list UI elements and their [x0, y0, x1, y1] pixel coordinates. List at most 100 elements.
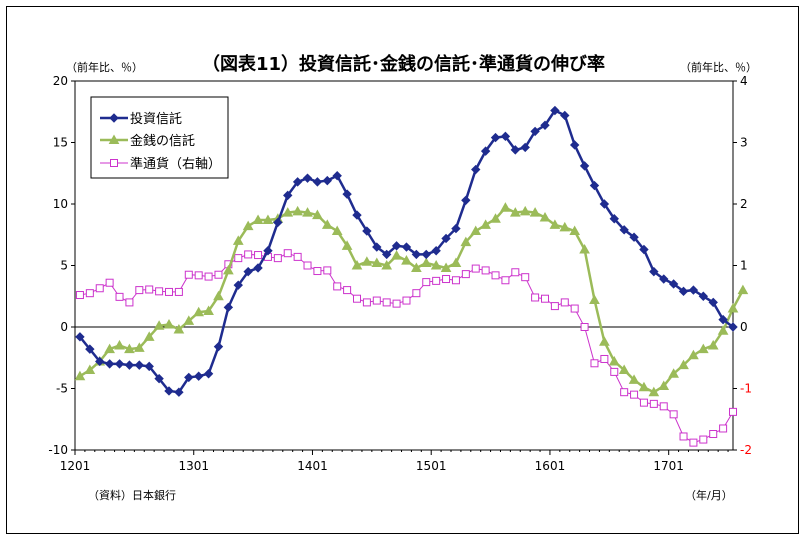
quasi-money-point: [630, 390, 639, 399]
investment-trust-point: [589, 180, 600, 191]
investment-trust-point: [164, 386, 174, 396]
investment-trust-point: [609, 214, 619, 224]
money-trust-point: [312, 209, 323, 220]
chart-title: （図表11）投資信託･金銭の信託･準通貨の伸び率: [201, 54, 606, 75]
money-trust-point: [430, 259, 442, 270]
money-trust-point: [371, 257, 383, 268]
investment-trust-point: [401, 242, 412, 252]
quasi-money-point: [461, 270, 470, 279]
money-trust-point: [104, 343, 115, 354]
left-axis-tick-label: 0: [60, 320, 68, 334]
quasi-money-point: [709, 430, 718, 439]
investment-trust-point: [678, 286, 689, 297]
quasi-money-point: [165, 287, 173, 296]
money-trust-point: [589, 294, 600, 304]
right-axis-tick-label: 1: [740, 259, 748, 273]
quasi-money-point: [491, 271, 500, 280]
quasi-money-point: [105, 278, 114, 287]
money-trust-point: [193, 306, 205, 317]
investment-trust-point: [372, 242, 382, 252]
investment-trust-point: [639, 244, 649, 255]
money-trust-point: [490, 213, 501, 223]
money-trust-point: [292, 205, 303, 216]
money-trust-point: [618, 364, 630, 375]
quasi-money-point: [550, 302, 559, 311]
quasi-money-point: [333, 282, 342, 291]
quasi-money-point: [382, 298, 391, 307]
money-trust-point: [242, 220, 254, 231]
money-trust-point: [500, 202, 511, 212]
right-axis-tick-label: 2: [740, 197, 748, 211]
money-trust-point: [737, 284, 749, 295]
quasi-money-point: [580, 323, 589, 331]
money-trust-point: [460, 236, 472, 247]
investment-trust-point: [381, 249, 392, 260]
money-trust-point: [223, 264, 234, 275]
quasi-money-point: [392, 299, 401, 308]
right-axis-tick-label: 4: [740, 74, 748, 88]
quasi-money-point: [699, 435, 708, 444]
investment-trust-point: [520, 142, 530, 153]
series-investment-trust: [75, 105, 738, 397]
legend-label-quasi-money: 準通貨（右軸）: [130, 156, 221, 172]
money-trust-point: [232, 235, 244, 245]
quasi-money-point: [254, 251, 263, 260]
money-trust-point: [638, 381, 650, 392]
investment-trust-point: [540, 120, 550, 130]
quasi-money-point: [343, 286, 352, 295]
investment-trust-point: [144, 361, 154, 372]
series-quasi-money: [75, 249, 737, 447]
investment-trust-point: [184, 372, 194, 383]
investment-trust-point: [569, 140, 580, 150]
x-axis-tick-label: 1301: [178, 459, 209, 473]
investment-trust-point: [500, 131, 511, 142]
quasi-money-point: [600, 354, 609, 363]
quasi-money-point: [174, 287, 183, 296]
investment-trust-point: [263, 246, 273, 256]
x-axis-tick-label: 1401: [297, 459, 328, 473]
quasi-money-point: [560, 298, 569, 307]
quasi-money-point: [639, 398, 648, 407]
quasi-money-point: [729, 407, 737, 416]
money-trust-point: [658, 380, 670, 391]
investment-trust-point: [659, 274, 669, 284]
quasi-money-point: [184, 270, 193, 279]
money-trust-point: [549, 219, 561, 229]
investment-trust-point: [441, 233, 451, 244]
series-group: [74, 105, 749, 447]
investment-trust-point: [154, 373, 164, 384]
quasi-money-point: [85, 289, 94, 298]
money-trust-point: [707, 339, 719, 350]
money-trust-point: [351, 259, 363, 270]
investment-trust-point: [233, 280, 243, 290]
money-trust-point: [302, 207, 313, 217]
investment-trust-point: [223, 302, 234, 313]
left-axis-tick-label: 10: [53, 197, 68, 211]
money-trust-point: [559, 221, 571, 232]
quasi-money-point: [75, 291, 84, 300]
quasi-money-point: [511, 268, 520, 277]
quasi-money-point: [293, 252, 302, 261]
chart-frame: [6, 6, 799, 534]
money-trust-point: [727, 303, 739, 313]
left-axis-tick-label: -10: [48, 443, 68, 457]
quasi-money-point: [451, 276, 460, 285]
quasi-money-point: [481, 266, 490, 275]
investment-trust-point: [322, 175, 333, 186]
money-trust-point: [183, 315, 195, 325]
quasi-money-point: [422, 278, 431, 287]
investment-trust-point: [649, 266, 659, 277]
investment-trust-point: [312, 177, 323, 187]
money-trust-point: [668, 368, 679, 378]
quasi-money-point: [432, 276, 441, 285]
money-trust-point: [341, 240, 353, 250]
money-trust-point: [203, 305, 214, 316]
investment-trust-point: [579, 161, 590, 171]
quasi-money-point: [313, 267, 322, 276]
quasi-money-point: [353, 294, 361, 303]
quasi-money-point: [115, 292, 124, 301]
investment-trust-point: [688, 285, 699, 295]
money-trust-point: [124, 343, 135, 354]
investment-trust-point: [302, 173, 313, 183]
